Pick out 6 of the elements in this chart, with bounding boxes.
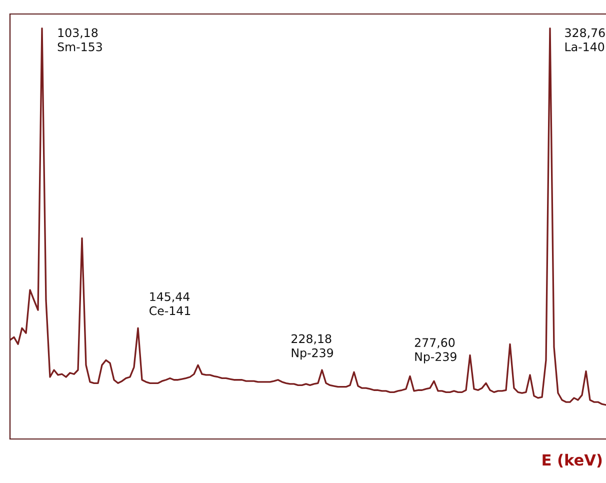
annotation: 277,60 Np-239 (414, 338, 456, 364)
annotation: 103,18 Sm-153 (58, 28, 102, 52)
annotation: 145,44 Ce-141 (150, 292, 190, 316)
annotation: 328,76 La-140 (565, 28, 605, 52)
x-axis-title: E (keV) (542, 454, 602, 468)
annotation: 228,18 Np-239 (292, 334, 334, 360)
